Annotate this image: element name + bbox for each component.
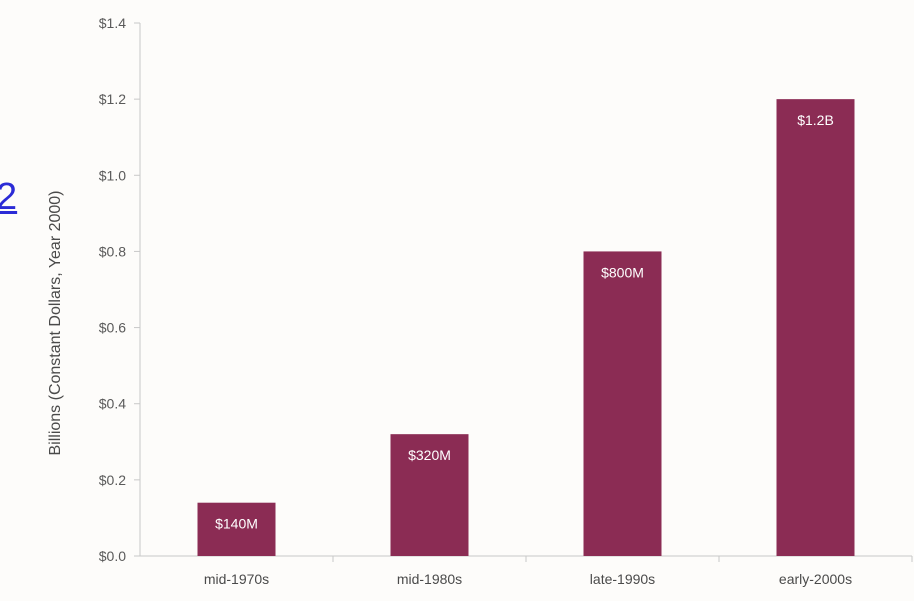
bar bbox=[583, 251, 662, 556]
y-tick-label: $0.8 bbox=[99, 243, 126, 259]
x-category-label: mid-1970s bbox=[204, 571, 269, 587]
bar bbox=[776, 99, 855, 557]
y-tick-label: $0.0 bbox=[99, 548, 126, 564]
y-tick-label: $0.4 bbox=[99, 396, 126, 412]
x-category-label: mid-1980s bbox=[397, 571, 462, 587]
bar bbox=[197, 502, 276, 556]
bar-data-label: $1.2B bbox=[797, 112, 834, 128]
y-tick-label: $1.2 bbox=[99, 91, 126, 107]
bar-data-label: $320M bbox=[408, 447, 451, 463]
x-category-label: late-1990s bbox=[590, 571, 655, 587]
bar-data-label: $800M bbox=[601, 264, 644, 280]
y-tick-label: $1.0 bbox=[99, 167, 126, 183]
bar-data-label: $140M bbox=[215, 516, 258, 532]
bar bbox=[390, 434, 469, 556]
y-axis-title: Billions (Constant Dollars, Year 2000) bbox=[47, 190, 64, 455]
x-category-label: early-2000s bbox=[779, 571, 852, 587]
y-tick-label: $0.2 bbox=[99, 472, 126, 488]
y-tick-label: $1.4 bbox=[99, 15, 126, 31]
y-tick-label: $0.6 bbox=[99, 320, 126, 336]
edge-text-fragment: 2 bbox=[0, 176, 18, 218]
